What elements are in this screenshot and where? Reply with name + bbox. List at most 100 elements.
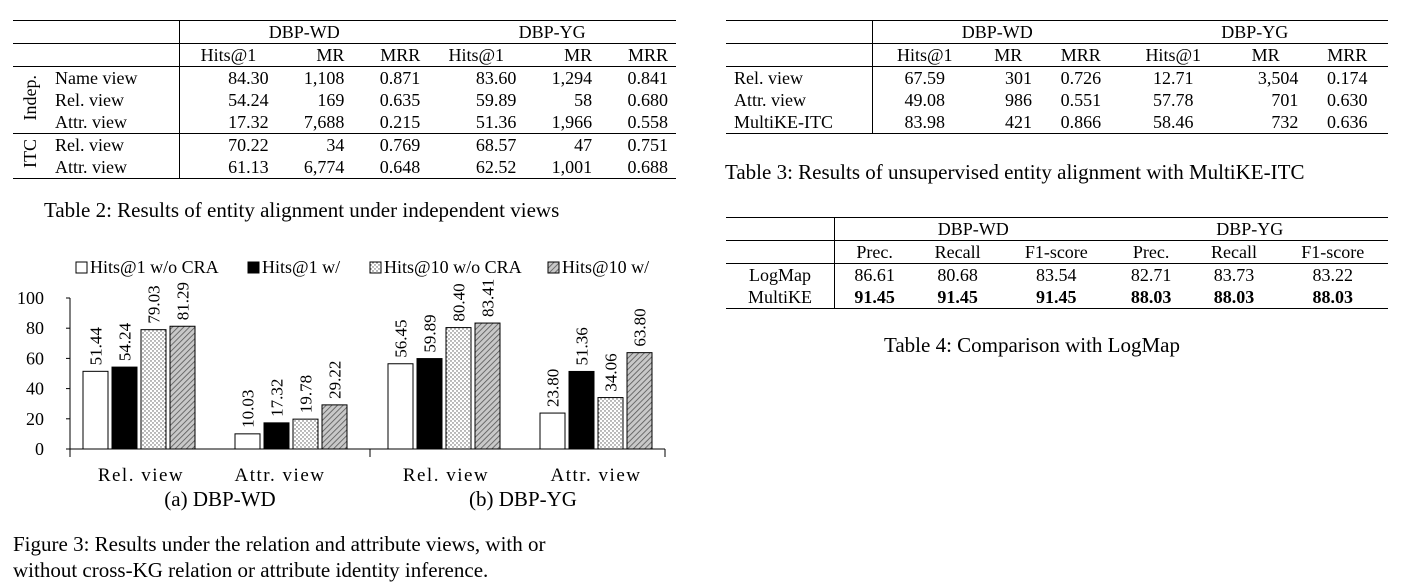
bar xyxy=(474,322,501,450)
bar-value-label: 29.22 xyxy=(326,361,345,399)
bar-value-label: 56.45 xyxy=(392,320,411,358)
table-cell: 62.52 xyxy=(475,157,517,177)
table-cell: 58.46 xyxy=(1152,112,1194,132)
table-cell: 49.08 xyxy=(871,89,977,111)
bar xyxy=(539,412,566,450)
t4-metric: F1-score xyxy=(1301,242,1365,262)
table-row-label: Attr. view xyxy=(55,157,127,177)
table-cell: 0.726 xyxy=(1060,68,1102,88)
table-cell: 986 xyxy=(1005,90,1033,110)
figure-3-chart: Hits@1 w/o CRA Hits@1 w/Hits@10 w/o CRA Hi… xyxy=(17,257,666,511)
bar-value-label: 81.29 xyxy=(174,282,193,320)
table-row-label: MultiKE xyxy=(747,287,812,307)
table-cell: 0.636 xyxy=(1326,112,1368,132)
chart-legend: Hits@1 w/o CRA Hits@1 w/Hits@10 w/o CRA Hi… xyxy=(75,257,649,277)
panel-subtitle: (a) DBP-WD xyxy=(164,487,275,511)
table-cell: 7,688 xyxy=(303,112,345,132)
table-cell: 67.59 xyxy=(871,66,977,89)
table-cell: 80.68 xyxy=(937,265,978,285)
legend-label: Hits@1 w/ xyxy=(262,257,340,277)
chart-bars xyxy=(82,322,653,450)
bar-value-label: 23.80 xyxy=(544,369,563,407)
table-cell: 1,001 xyxy=(551,157,593,177)
table-cell: 0.551 xyxy=(1060,90,1102,110)
table-row-label: Name view xyxy=(55,68,138,88)
bar xyxy=(234,433,261,450)
table-cell: 83.73 xyxy=(1213,265,1255,285)
t3-group-dbp-yg: DBP-YG xyxy=(1221,22,1289,42)
table-cell: 88.03 xyxy=(1213,287,1255,307)
table-cell: 0.866 xyxy=(1060,112,1102,132)
table-cell: 91.45 xyxy=(1036,287,1077,307)
bar xyxy=(82,370,109,450)
legend-swatch xyxy=(247,261,260,274)
figure-3-caption: Figure 3: Results under the relation and… xyxy=(13,532,546,556)
bar-value-label: 34.06 xyxy=(602,353,621,391)
table-cell: 0.751 xyxy=(627,135,669,155)
table-row-label: Rel. view xyxy=(55,135,124,155)
bar xyxy=(111,366,138,450)
bar-value-label: 83.41 xyxy=(479,279,498,317)
category-label: Rel. view xyxy=(403,465,489,486)
table-cell: 301 xyxy=(1005,68,1033,88)
bar-value-label: 51.44 xyxy=(87,327,106,366)
table-cell: 82.71 xyxy=(1130,265,1172,285)
bar xyxy=(169,325,196,450)
table-cell: 57.78 xyxy=(1152,90,1194,110)
t2-metric: MR xyxy=(564,45,593,65)
t3-group-dbp-wd: DBP-WD xyxy=(871,20,1122,44)
table-cell: 0.648 xyxy=(379,157,421,177)
table-cell: 54.24 xyxy=(179,89,277,111)
table-cell: 83.98 xyxy=(871,111,977,134)
legend-label: Hits@10 w/ xyxy=(562,257,649,277)
bar-value-label: 80.40 xyxy=(450,283,469,321)
t4-metric: Recall xyxy=(934,242,981,262)
t4-group-dbp-wd: DBP-WD xyxy=(833,217,1112,241)
table-cell: 88.03 xyxy=(1312,287,1353,307)
table-2-caption: Table 2: Results of entity alignment und… xyxy=(44,198,560,222)
table-cell: 83.60 xyxy=(475,68,517,88)
table-cell: 1,108 xyxy=(303,68,345,88)
y-tick-label: 100 xyxy=(17,288,44,308)
legend-swatch xyxy=(75,261,88,274)
table-row-label: MultiKE-ITC xyxy=(734,112,833,132)
legend-swatch xyxy=(547,261,560,274)
chart-axis: 0 20 40 60 80 100 xyxy=(17,288,666,459)
t2-metric: MR xyxy=(316,45,345,65)
t2-metric: MRR xyxy=(627,45,668,65)
table-cell: 0.174 xyxy=(1326,68,1368,88)
bar-value-label: 17.32 xyxy=(268,379,287,417)
t3-metric: MR xyxy=(1251,45,1280,65)
table-cell: 0.841 xyxy=(627,68,669,88)
t2-metric: Hits@1 xyxy=(448,45,505,65)
table-cell: 17.32 xyxy=(179,111,277,134)
bar xyxy=(597,397,624,450)
table-cell: 61.13 xyxy=(179,156,277,179)
table-cell: 0.688 xyxy=(627,157,669,177)
table-row-label: Rel. view xyxy=(734,68,803,88)
table-cell: 732 xyxy=(1271,112,1299,132)
table-4: DBP-WD DBP-YG Prec. Recall F1-score Prec… xyxy=(726,217,1388,309)
table-cell: 12.71 xyxy=(1152,68,1194,88)
table-row-label: Attr. view xyxy=(55,112,127,132)
bar xyxy=(387,363,414,450)
bar-value-label: 19.78 xyxy=(297,375,316,413)
t2-group-dbp-yg: DBP-YG xyxy=(518,22,586,42)
table-cell: 0.871 xyxy=(379,68,421,88)
chart-labels: 51.44 54.24 79.03 81.29 Rel. view 10.03 17.32 1… xyxy=(87,279,650,511)
table-2: DBP-WD DBP-YG Hits@1 MR MRR Hits@1 MR MR… xyxy=(13,20,676,179)
t4-metric: Prec. xyxy=(834,240,915,264)
t4-group-dbp-yg: DBP-YG xyxy=(1216,219,1284,239)
bar-value-label: 54.24 xyxy=(116,322,135,361)
table-cell: 91.45 xyxy=(937,287,978,307)
t2-metric: Hits@1 xyxy=(179,43,277,67)
bar-value-label: 59.89 xyxy=(421,314,440,352)
bar xyxy=(140,329,167,450)
table-cell: 701 xyxy=(1271,90,1299,110)
t4-metric: Recall xyxy=(1211,242,1258,262)
t3-metric: MR xyxy=(994,45,1023,65)
table-cell: 88.03 xyxy=(1130,287,1172,307)
category-label: Rel. view xyxy=(98,465,184,486)
bar xyxy=(626,352,653,450)
bar-value-label: 79.03 xyxy=(145,285,164,323)
